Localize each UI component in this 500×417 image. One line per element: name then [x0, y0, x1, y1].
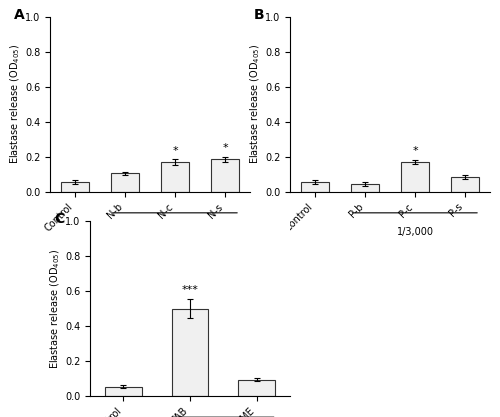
Text: *: * — [412, 146, 418, 156]
Bar — [161, 162, 189, 192]
Bar — [61, 182, 89, 192]
Text: 1/3,000: 1/3,000 — [156, 227, 194, 237]
Bar — [111, 173, 139, 192]
Text: B: B — [254, 8, 264, 22]
Bar — [238, 379, 275, 396]
Text: ***: *** — [182, 286, 198, 295]
Text: 1/3,000: 1/3,000 — [396, 227, 434, 237]
Text: C: C — [54, 212, 64, 226]
Bar — [211, 159, 239, 192]
Y-axis label: Elastase release (OD$_{405}$): Elastase release (OD$_{405}$) — [8, 44, 22, 164]
Text: *: * — [172, 146, 178, 156]
Bar — [172, 309, 208, 396]
Text: A: A — [14, 8, 25, 22]
Bar — [351, 184, 379, 192]
Bar — [105, 387, 142, 396]
Bar — [451, 177, 479, 192]
Text: *: * — [222, 143, 228, 153]
Y-axis label: Elastase release (OD$_{405}$): Elastase release (OD$_{405}$) — [48, 249, 62, 369]
Y-axis label: Elastase release (OD$_{405}$): Elastase release (OD$_{405}$) — [248, 44, 262, 164]
Bar — [301, 182, 329, 192]
Bar — [401, 162, 429, 192]
